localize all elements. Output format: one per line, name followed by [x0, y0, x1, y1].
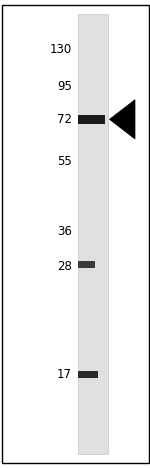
Text: 17: 17 — [57, 368, 72, 381]
Bar — [78, 14, 108, 454]
Text: 72: 72 — [57, 113, 72, 126]
Text: 28: 28 — [57, 260, 72, 273]
Polygon shape — [110, 100, 135, 139]
Bar — [78, 115, 105, 124]
Text: 36: 36 — [57, 225, 72, 238]
Text: 95: 95 — [57, 80, 72, 93]
Text: 55: 55 — [57, 155, 72, 168]
Bar — [78, 261, 94, 268]
Bar — [78, 371, 98, 378]
Text: 130: 130 — [50, 43, 72, 56]
